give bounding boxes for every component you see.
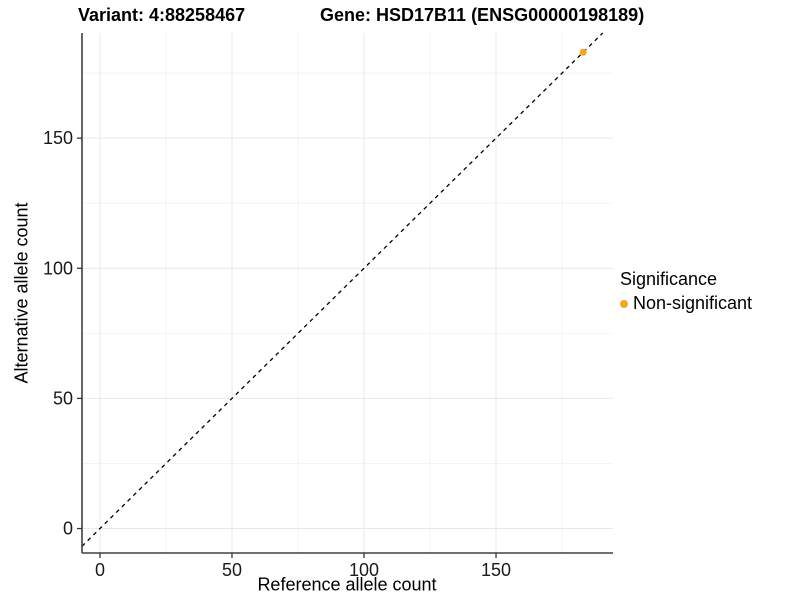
legend-item-label: Non-significant bbox=[633, 293, 753, 313]
y-tick-label: 150 bbox=[43, 128, 73, 148]
gene-title: Gene: HSD17B11 (ENSG00000198189) bbox=[320, 5, 645, 25]
data-point bbox=[579, 48, 587, 56]
legend-item-non-significant: Non-significant bbox=[620, 293, 752, 314]
y-tick-label: 50 bbox=[53, 388, 73, 408]
identity-line bbox=[81, 32, 604, 547]
legend-title: Significance bbox=[620, 269, 718, 289]
legend-dot-icon bbox=[620, 299, 628, 308]
y-tick-label: 0 bbox=[63, 519, 73, 539]
x-tick-label: 150 bbox=[481, 560, 511, 580]
variant-title: Variant: 4:88258467 bbox=[78, 5, 246, 25]
x-tick-label: 100 bbox=[349, 560, 379, 580]
x-tick-label: 0 bbox=[95, 560, 105, 580]
x-tick-label: 50 bbox=[222, 560, 242, 580]
legend: Significance Non-significant bbox=[620, 269, 752, 314]
x-axis-title: Reference allele count bbox=[257, 574, 437, 595]
y-axis-title: Alternative allele count bbox=[11, 202, 32, 384]
y-tick-label: 100 bbox=[43, 258, 73, 278]
